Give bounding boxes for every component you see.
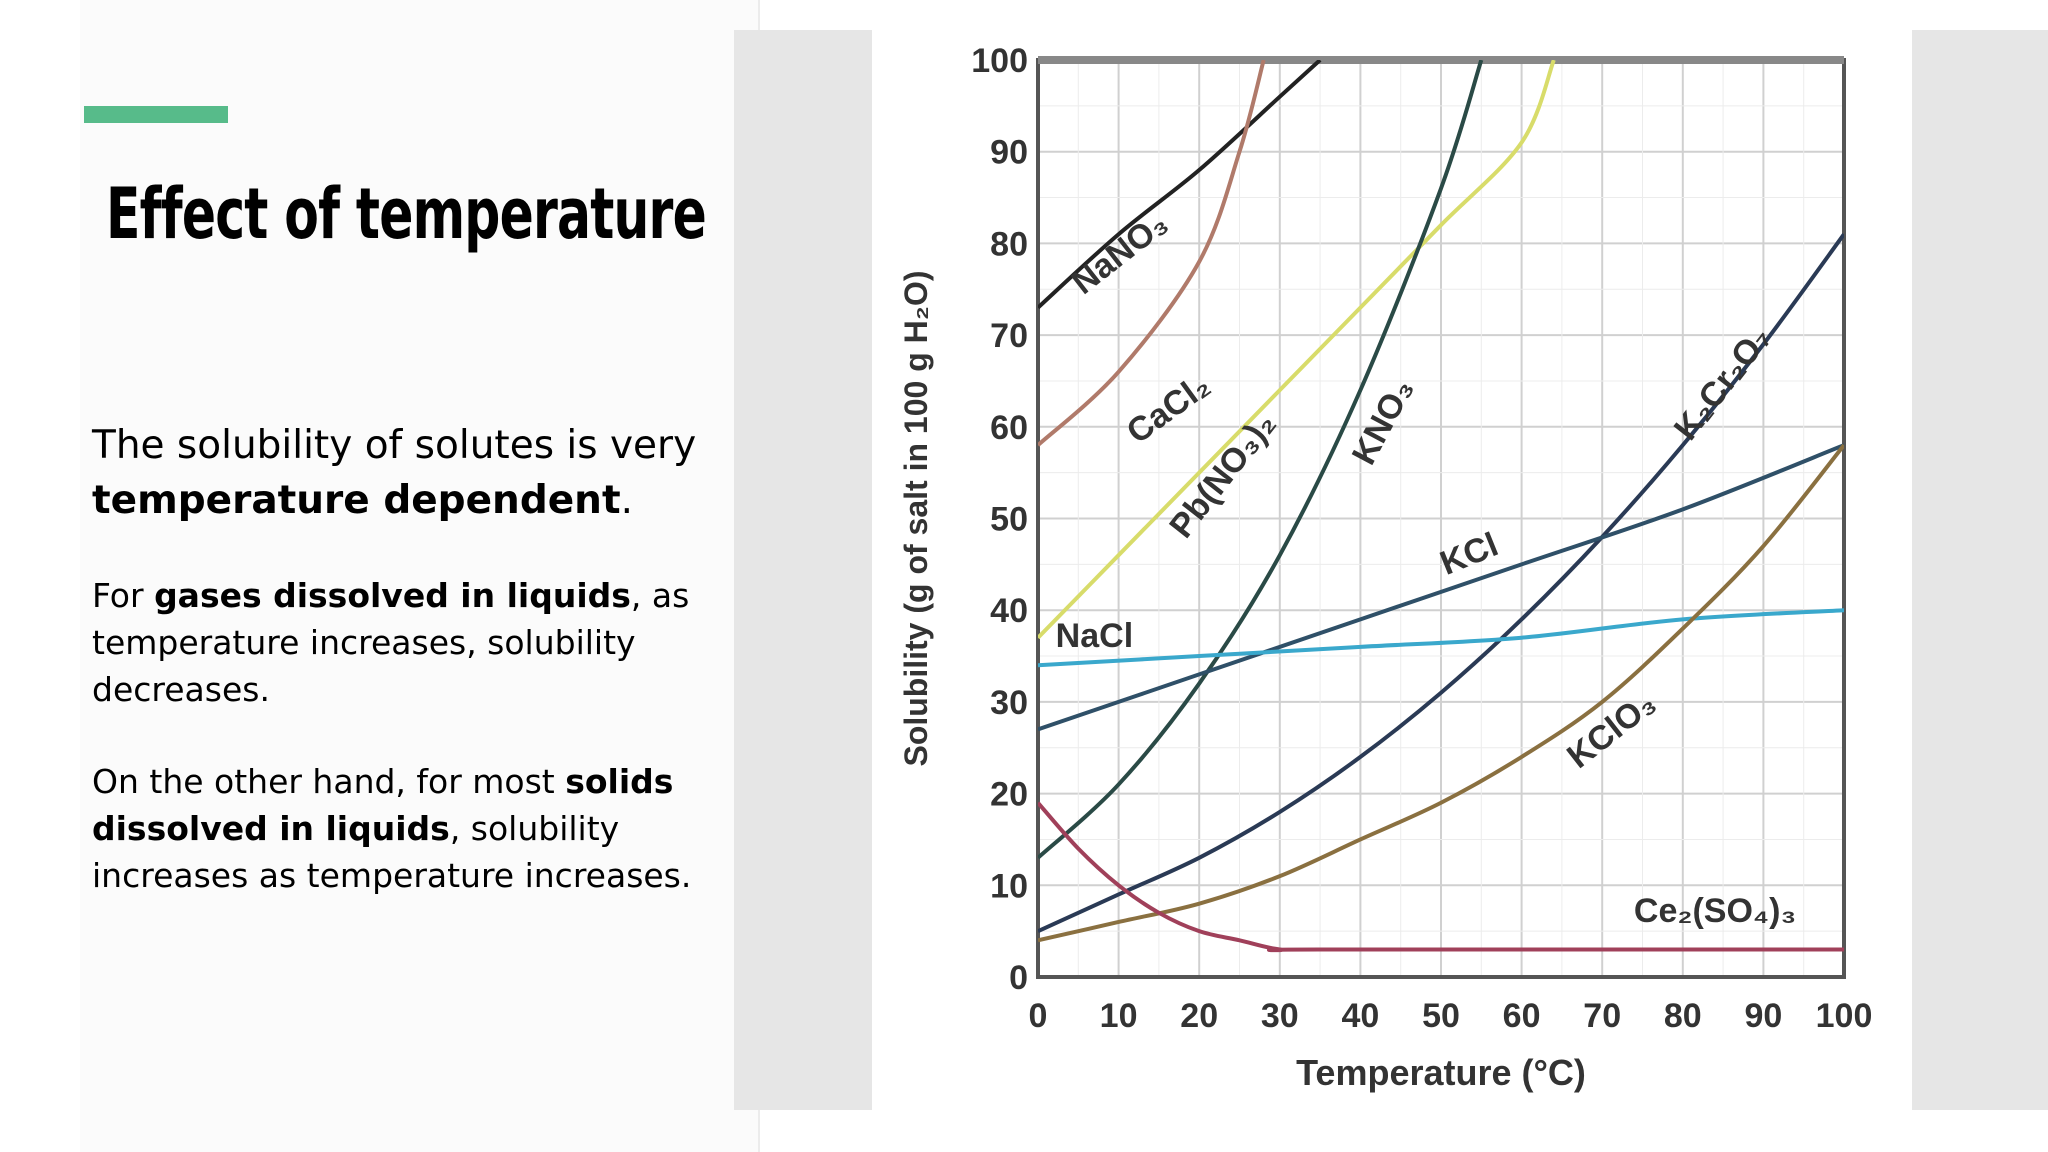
series-line-pb-no bbox=[1038, 60, 1556, 640]
series-line-nano bbox=[1038, 60, 1322, 310]
text-panel-shade bbox=[80, 0, 758, 1152]
series-label-ce-so: Ce₂(SO₄)₃ bbox=[1634, 892, 1796, 930]
y-tick-label: 30 bbox=[990, 684, 1028, 722]
paragraph-2-pre: For bbox=[92, 576, 155, 615]
x-tick-label: 40 bbox=[1341, 997, 1379, 1035]
paragraph-1-bold: temperature dependent bbox=[92, 478, 621, 523]
y-tick-label: 50 bbox=[990, 501, 1028, 539]
series-line-kcl bbox=[1038, 443, 1844, 732]
x-tick-label: 100 bbox=[1816, 997, 1873, 1035]
series-line-k-cr-o bbox=[1038, 233, 1844, 933]
x-tick-label: 30 bbox=[1261, 997, 1299, 1035]
solubility-chart: 0 10 20 30 40 50 60 70 80 90 100 0 10 20 30 40 50 60 70 80 9… bbox=[898, 42, 1873, 1093]
x-tick-label: 80 bbox=[1664, 997, 1702, 1035]
paragraph-3: On the other hand, for most solids disso… bbox=[92, 758, 712, 899]
y-tick-label: 40 bbox=[990, 592, 1028, 630]
paragraph-2: For gases dissolved in liquids, as tempe… bbox=[92, 572, 712, 713]
y-tick-label: 70 bbox=[990, 317, 1028, 355]
x-tick-label: 60 bbox=[1503, 997, 1541, 1035]
series-line-ce-so bbox=[1038, 801, 1844, 953]
y-tick-label: 20 bbox=[990, 776, 1028, 814]
paragraph-1-pre: The solubility of solutes is very bbox=[92, 423, 697, 468]
series-line-nacl bbox=[1038, 608, 1844, 668]
slide-title: Effect of temperature bbox=[106, 173, 707, 255]
y-tick-label: 100 bbox=[971, 42, 1028, 80]
y-tick-label: 10 bbox=[990, 867, 1028, 905]
x-tick-label: 10 bbox=[1100, 997, 1138, 1035]
series-line-cacl bbox=[1038, 60, 1266, 447]
y-tick-label: 0 bbox=[1009, 959, 1028, 997]
paragraph-3-bold: solids dissolved in liquids bbox=[92, 762, 674, 848]
series-line-kclo bbox=[1038, 443, 1844, 943]
y-tick-label: 60 bbox=[990, 409, 1028, 447]
title-accent-bar bbox=[84, 106, 228, 123]
x-axis-label: Temperature (°C) bbox=[1296, 1052, 1586, 1093]
series-label-nacl: NaCl bbox=[1056, 617, 1133, 655]
x-tick-label: 90 bbox=[1744, 997, 1782, 1035]
y-tick-label: 80 bbox=[990, 225, 1028, 263]
series-line-kno bbox=[1038, 60, 1484, 860]
y-axis-label: Solubility (g of salt in 100 g H₂O) bbox=[898, 270, 934, 766]
paragraph-2-bold: gases dissolved in liquids bbox=[154, 576, 631, 615]
paragraph-1-post: . bbox=[620, 478, 634, 523]
paragraph-3-post: , solubility increases as temperature in… bbox=[92, 809, 692, 895]
y-tick-label: 90 bbox=[990, 134, 1028, 172]
paragraph-2-post: , as temperature increases, solubility d… bbox=[92, 576, 690, 709]
x-tick-label: 0 bbox=[1029, 997, 1048, 1035]
x-tick-label: 20 bbox=[1180, 997, 1218, 1035]
paragraph-1: The solubility of solutes is very temper… bbox=[92, 418, 712, 528]
x-tick-label: 70 bbox=[1583, 997, 1621, 1035]
paragraph-3-pre: On the other hand, for most bbox=[92, 762, 566, 801]
x-tick-label: 50 bbox=[1422, 997, 1460, 1035]
